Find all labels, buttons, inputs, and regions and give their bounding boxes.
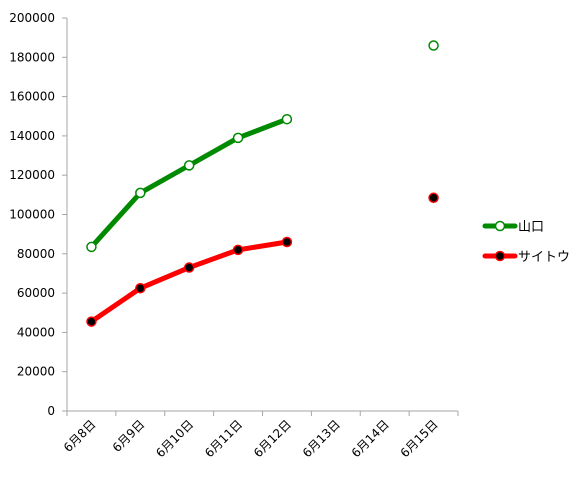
legend-label: 山口 [518, 220, 544, 235]
x-tick-label: 6月9日 [110, 417, 148, 455]
y-tick-label: 200000 [9, 11, 55, 25]
y-tick-label: 180000 [9, 50, 55, 64]
legend-swatch-marker [494, 220, 506, 232]
data-point [86, 316, 97, 327]
data-point [428, 192, 439, 204]
y-tick-label: 80000 [17, 247, 55, 261]
data-point [281, 236, 293, 248]
x-tick-label: 6月14日 [349, 417, 392, 460]
data-point [135, 187, 146, 199]
series-1 [86, 40, 439, 253]
y-tick-label: 60000 [17, 286, 55, 300]
y-tick-label: 100000 [9, 208, 55, 222]
x-tick-label: 6月13日 [300, 417, 343, 460]
data-point [281, 113, 293, 125]
series-2 [86, 192, 439, 327]
y-tick-label: 20000 [17, 365, 55, 379]
data-point [428, 40, 439, 51]
plot-area [86, 40, 439, 327]
y-tick-label: 140000 [9, 129, 55, 143]
data-point [183, 262, 195, 273]
legend-item: 山口 [482, 220, 544, 235]
axes: 0 20000 40000 60000 80000 100000 120000 140000 1… [9, 11, 459, 460]
legend-swatch-marker [494, 250, 506, 262]
data-point [232, 132, 244, 144]
x-tick-label: 6月11日 [202, 417, 245, 460]
x-tick-label: 6月8日 [61, 417, 99, 455]
data-point [86, 241, 97, 253]
y-tick-label: 0 [47, 404, 55, 418]
data-point [183, 160, 195, 171]
series-line [88, 239, 290, 325]
x-tick-label: 6月12日 [251, 417, 294, 460]
x-tick-label: 6月15日 [398, 417, 441, 460]
y-tick-label: 160000 [9, 90, 55, 104]
y-tick-label: 120000 [9, 168, 55, 182]
x-tick-label: 6月10日 [153, 417, 196, 460]
legend-item: サイトウ [482, 250, 570, 265]
series-line [88, 116, 290, 250]
data-point [232, 244, 244, 256]
y-tick-label: 40000 [17, 325, 55, 339]
legend-label: サイトウ [518, 250, 570, 265]
data-point [135, 282, 146, 294]
